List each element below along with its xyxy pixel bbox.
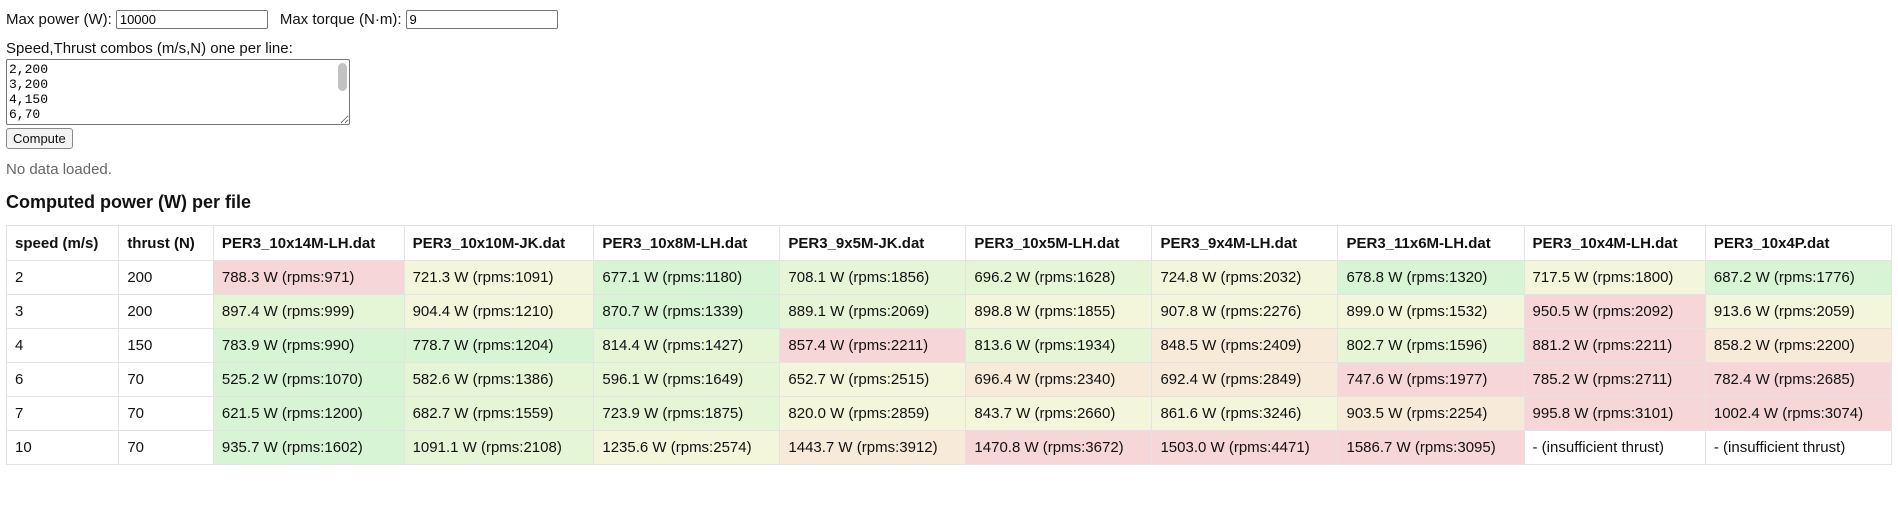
results-body: 2 200 788.3 W (rpms:971) 721.3 W (rpms:1091… — [5, 260, 1893, 465]
power-cell: 525.2 W (rpms:1070) — [212, 362, 405, 397]
combos-box: 2,200 3,200 4,150 6,70 7,70 10,70 — [6, 59, 350, 125]
compute-button[interactable]: Compute — [6, 128, 73, 149]
power-cell: 907.8 W (rpms:2276) — [1151, 294, 1339, 329]
col-header-file: PER3_10x4P.dat — [1704, 225, 1893, 261]
power-cell: 782.4 W (rpms:2685) — [1704, 362, 1893, 397]
power-cell: 889.1 W (rpms:2069) — [779, 294, 967, 329]
thrust-cell: 70 — [118, 362, 214, 397]
power-cell: 621.5 W (rpms:1200) — [212, 396, 405, 431]
speed-cell: 10 — [5, 430, 120, 465]
max-power-input[interactable] — [115, 9, 268, 29]
power-cell: 858.2 W (rpms:2200) — [1704, 328, 1893, 363]
results-header-row: speed (m/s) thrust (N) PER3_10x14M-LH.dat P… — [5, 225, 1893, 261]
power-cell: 717.5 W (rpms:1800) — [1523, 260, 1706, 295]
combos-label: Speed,Thrust combos (m/s,N) one per line… — [6, 40, 293, 57]
power-cell: 696.4 W (rpms:2340) — [965, 362, 1153, 397]
thrust-cell: 70 — [118, 430, 214, 465]
table-row: 4 150 783.9 W (rpms:990) 778.7 W (rpms:1204… — [5, 328, 1893, 363]
power-cell: 950.5 W (rpms:2092) — [1523, 294, 1706, 329]
power-cell: 696.2 W (rpms:1628) — [965, 260, 1153, 295]
power-cell: 904.4 W (rpms:1210) — [403, 294, 595, 329]
power-cell: 747.6 W (rpms:1977) — [1337, 362, 1525, 397]
power-cell: 898.8 W (rpms:1855) — [965, 294, 1153, 329]
table-row: 10 70 935.7 W (rpms:1602) 1091.1 W (rpms:21… — [5, 430, 1893, 465]
power-cell: 861.6 W (rpms:3246) — [1151, 396, 1339, 431]
power-cell: 1235.6 W (rpms:2574) — [593, 430, 781, 465]
power-cell: 785.2 W (rpms:2711) — [1523, 362, 1706, 397]
thrust-cell: 70 — [118, 396, 214, 431]
power-cell: 802.7 W (rpms:1596) — [1337, 328, 1525, 363]
col-header-file: PER3_11x6M-LH.dat — [1337, 225, 1525, 261]
thrust-cell: 150 — [118, 328, 214, 363]
app: Max power (W): Max torque (N·m): Speed,T… — [5, 8, 1893, 465]
power-cell: 813.6 W (rpms:1934) — [965, 328, 1153, 363]
combos-textarea[interactable]: 2,200 3,200 4,150 6,70 7,70 10,70 — [6, 59, 350, 125]
power-cell: - (insufficient thrust) — [1523, 430, 1706, 465]
power-cell: 843.7 W (rpms:2660) — [965, 396, 1153, 431]
power-cell: 721.3 W (rpms:1091) — [403, 260, 595, 295]
power-cell: 881.2 W (rpms:2211) — [1523, 328, 1706, 363]
col-header-file: PER3_10x10M-JK.dat — [403, 225, 595, 261]
power-cell: 995.8 W (rpms:3101) — [1523, 396, 1706, 431]
power-cell: 913.6 W (rpms:2059) — [1704, 294, 1893, 329]
max-torque-label: Max torque (N·m): — [279, 10, 402, 28]
power-cell: 814.4 W (rpms:1427) — [593, 328, 781, 363]
speed-cell: 7 — [5, 396, 120, 431]
table-row: 3 200 897.4 W (rpms:999) 904.4 W (rpms:1210… — [5, 294, 1893, 329]
power-cell: 820.0 W (rpms:2859) — [779, 396, 967, 431]
power-cell: 682.7 W (rpms:1559) — [403, 396, 595, 431]
power-cell: 788.3 W (rpms:971) — [212, 260, 405, 295]
power-cell: 783.9 W (rpms:990) — [212, 328, 405, 363]
col-header-file: PER3_9x4M-LH.dat — [1151, 225, 1339, 261]
power-cell: 903.5 W (rpms:2254) — [1337, 396, 1525, 431]
power-cell: 870.7 W (rpms:1339) — [593, 294, 781, 329]
speed-cell: 2 — [5, 260, 120, 295]
power-cell: 857.4 W (rpms:2211) — [779, 328, 967, 363]
col-header-file: PER3_10x4M-LH.dat — [1523, 225, 1706, 261]
power-cell: 677.1 W (rpms:1180) — [593, 260, 781, 295]
power-cell: 596.1 W (rpms:1649) — [593, 362, 781, 397]
power-cell: 723.9 W (rpms:1875) — [593, 396, 781, 431]
table-row: 7 70 621.5 W (rpms:1200) 682.7 W (rpms:1559… — [5, 396, 1893, 431]
thrust-cell: 200 — [118, 260, 214, 295]
speed-cell: 4 — [5, 328, 120, 363]
power-cell: 687.2 W (rpms:1776) — [1704, 260, 1893, 295]
power-cell: 848.5 W (rpms:2409) — [1151, 328, 1339, 363]
power-cell: 1503.0 W (rpms:4471) — [1151, 430, 1339, 465]
table-row: 2 200 788.3 W (rpms:971) 721.3 W (rpms:1091… — [5, 260, 1893, 295]
col-header-file: PER3_9x5M-JK.dat — [779, 225, 967, 261]
power-cell: 724.8 W (rpms:2032) — [1151, 260, 1339, 295]
col-header-thrust: thrust (N) — [118, 225, 214, 261]
speed-cell: 6 — [5, 362, 120, 397]
col-header-file: PER3_10x5M-LH.dat — [965, 225, 1153, 261]
power-cell: 1470.8 W (rpms:3672) — [965, 430, 1153, 465]
status-text: No data loaded. — [6, 161, 112, 178]
max-power-label: Max power (W): — [6, 10, 112, 28]
power-cell: - (insufficient thrust) — [1704, 430, 1893, 465]
power-cell: 935.7 W (rpms:1602) — [212, 430, 405, 465]
power-cell: 582.6 W (rpms:1386) — [403, 362, 595, 397]
power-cell: 678.8 W (rpms:1320) — [1337, 260, 1525, 295]
power-cell: 1091.1 W (rpms:2108) — [403, 430, 595, 465]
table-row: 6 70 525.2 W (rpms:1070) 582.6 W (rpms:1386… — [5, 362, 1893, 397]
power-cell: 1002.4 W (rpms:3074) — [1704, 396, 1893, 431]
results-title: Computed power (W) per file — [6, 192, 251, 212]
limits-row: Max power (W): Max torque (N·m): — [6, 8, 1892, 30]
speed-cell: 3 — [5, 294, 120, 329]
thrust-cell: 200 — [118, 294, 214, 329]
max-torque-input[interactable] — [405, 9, 558, 29]
results-table: speed (m/s) thrust (N) PER3_10x14M-LH.dat P… — [5, 225, 1893, 465]
power-cell: 778.7 W (rpms:1204) — [403, 328, 595, 363]
col-header-file: PER3_10x14M-LH.dat — [212, 225, 405, 261]
power-cell: 897.4 W (rpms:999) — [212, 294, 405, 329]
power-cell: 692.4 W (rpms:2849) — [1151, 362, 1339, 397]
power-cell: 899.0 W (rpms:1532) — [1337, 294, 1525, 329]
power-cell: 1443.7 W (rpms:3912) — [779, 430, 967, 465]
power-cell: 1586.7 W (rpms:3095) — [1337, 430, 1525, 465]
col-header-file: PER3_10x8M-LH.dat — [593, 225, 781, 261]
power-cell: 708.1 W (rpms:1856) — [779, 260, 967, 295]
combos-scrollbar[interactable] — [338, 63, 347, 91]
power-cell: 652.7 W (rpms:2515) — [779, 362, 967, 397]
col-header-speed: speed (m/s) — [5, 225, 120, 261]
